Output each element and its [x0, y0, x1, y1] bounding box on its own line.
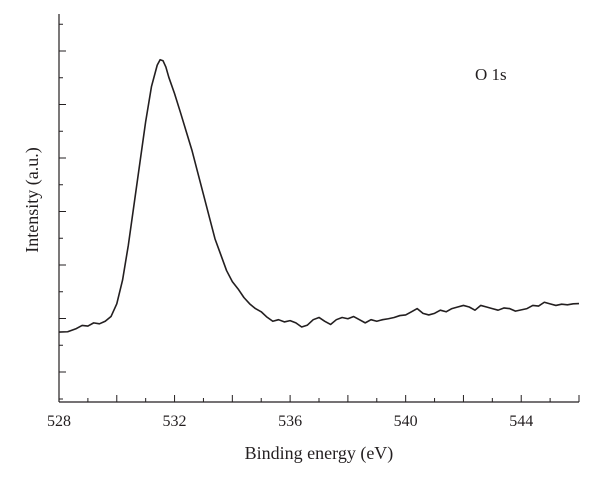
x-tick-label: 532 [163, 413, 187, 430]
o1s-spectrum-line [58, 58, 580, 333]
x-axis-label: Binding energy (eV) [245, 443, 394, 464]
x-axis-ticks [58, 395, 580, 402]
peak-annotation: O 1s [475, 65, 507, 84]
x-tick-label: 544 [509, 413, 533, 430]
x-tick-label: 536 [278, 413, 302, 430]
y-axis-label: Intensity (a.u.) [22, 147, 43, 252]
x-axis-tick-labels: 528 532 536 540 544 [47, 413, 533, 430]
x-tick-label: 540 [394, 413, 418, 430]
y-axis-ticks [59, 23, 66, 400]
x-tick-label: 528 [47, 413, 71, 430]
